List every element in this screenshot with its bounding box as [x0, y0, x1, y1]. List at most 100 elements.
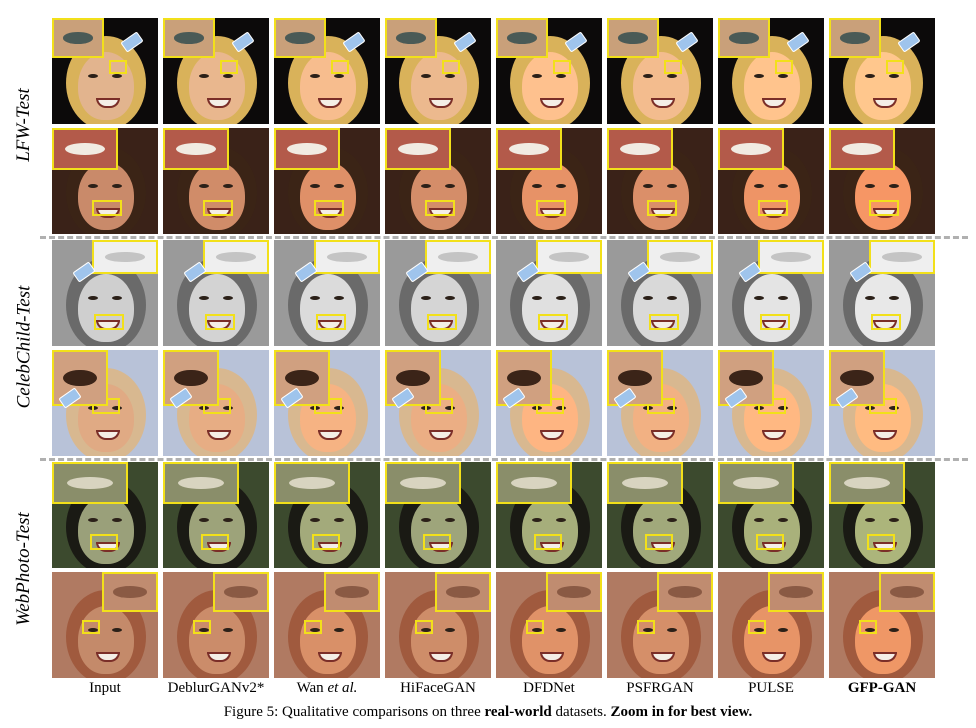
- face-image: [385, 350, 491, 456]
- zoom-inset: [385, 128, 451, 170]
- crop-box: [312, 534, 340, 550]
- zoom-inset: [869, 240, 935, 274]
- crop-box: [331, 60, 349, 74]
- face-image: [607, 128, 713, 234]
- zoom-inset: [496, 462, 572, 504]
- face-image: [607, 240, 713, 346]
- crop-box: [427, 314, 457, 330]
- zoom-inset: [324, 572, 380, 612]
- crop-box: [316, 314, 346, 330]
- column-label: Input: [89, 680, 121, 696]
- face-image: [607, 18, 713, 124]
- crop-box: [201, 534, 229, 550]
- crop-box: [94, 314, 124, 330]
- zoom-inset: [829, 462, 905, 504]
- face-image: [496, 128, 602, 234]
- crop-box: [760, 314, 790, 330]
- zoom-inset: [203, 240, 269, 274]
- face-image: [163, 462, 269, 568]
- face-image: [718, 462, 824, 568]
- face-image: [607, 462, 713, 568]
- crop-box: [526, 620, 544, 634]
- face-image: [274, 18, 380, 124]
- zoom-inset: [163, 462, 239, 504]
- face-image: [829, 350, 935, 456]
- face-image: [163, 128, 269, 234]
- face-image: [52, 572, 158, 678]
- zoom-inset: [213, 572, 269, 612]
- face-image: [718, 350, 824, 456]
- face-image: [385, 462, 491, 568]
- group-separator: [40, 236, 968, 239]
- face-image: [385, 128, 491, 234]
- zoom-inset: [314, 240, 380, 274]
- face-image: [718, 128, 824, 234]
- group-label-lfw: LFW-Test: [13, 88, 34, 162]
- crop-box: [538, 314, 568, 330]
- crop-box: [871, 314, 901, 330]
- crop-box: [425, 200, 455, 216]
- zoom-inset: [607, 128, 673, 170]
- zoom-inset: [163, 18, 215, 58]
- zoom-inset: [758, 240, 824, 274]
- face-image: [385, 18, 491, 124]
- face-image: [718, 572, 824, 678]
- column-label: DeblurGANv2*: [167, 680, 265, 696]
- column-label-ours: GFP-GAN: [847, 680, 917, 696]
- crop-box: [203, 200, 233, 216]
- zoom-inset: [435, 572, 491, 612]
- crop-box: [92, 200, 122, 216]
- zoom-inset: [829, 128, 895, 170]
- column-label-wan: Wan et al.: [296, 680, 358, 696]
- column-label: PULSE: [748, 680, 794, 696]
- face-image: [52, 18, 158, 124]
- crop-box: [859, 620, 877, 634]
- face-image: [385, 572, 491, 678]
- crop-box: [314, 200, 344, 216]
- zoom-inset: [607, 18, 659, 58]
- face-image: [52, 128, 158, 234]
- face-image: [496, 18, 602, 124]
- zoom-inset: [274, 462, 350, 504]
- crop-box: [442, 60, 460, 74]
- face-image: [52, 240, 158, 346]
- zoom-inset: [718, 18, 770, 58]
- zoom-inset: [536, 240, 602, 274]
- face-image: [718, 18, 824, 124]
- face-image: [607, 350, 713, 456]
- crop-box: [553, 60, 571, 74]
- face-image: [718, 240, 824, 346]
- face-image: [52, 462, 158, 568]
- zoom-inset: [496, 18, 548, 58]
- group-label-webphoto: WebPhoto-Test: [13, 512, 35, 626]
- zoom-inset: [92, 240, 158, 274]
- zoom-inset: [52, 462, 128, 504]
- face-image: [163, 350, 269, 456]
- zoom-inset: [657, 572, 713, 612]
- crop-box: [637, 620, 655, 634]
- crop-box: [645, 534, 673, 550]
- column-label: HiFaceGAN: [400, 680, 476, 696]
- zoom-inset: [496, 128, 562, 170]
- zoom-inset: [879, 572, 935, 612]
- crop-box: [82, 620, 100, 634]
- face-image: [829, 462, 935, 568]
- face-image: [496, 240, 602, 346]
- group-label-celebchild: CelebChild-Test: [13, 285, 34, 409]
- crop-box: [886, 60, 904, 74]
- face-image: [829, 240, 935, 346]
- zoom-inset: [274, 18, 326, 58]
- face-image: [829, 18, 935, 124]
- crop-box: [867, 534, 895, 550]
- crop-box: [90, 534, 118, 550]
- face-image: [607, 572, 713, 678]
- face-image: [274, 128, 380, 234]
- crop-box: [869, 200, 899, 216]
- crop-box: [649, 314, 679, 330]
- zoom-inset: [52, 18, 104, 58]
- zoom-inset: [768, 572, 824, 612]
- crop-box: [534, 534, 562, 550]
- face-image: [829, 572, 935, 678]
- crop-box: [748, 620, 766, 634]
- column-label: DFDNet: [523, 680, 575, 696]
